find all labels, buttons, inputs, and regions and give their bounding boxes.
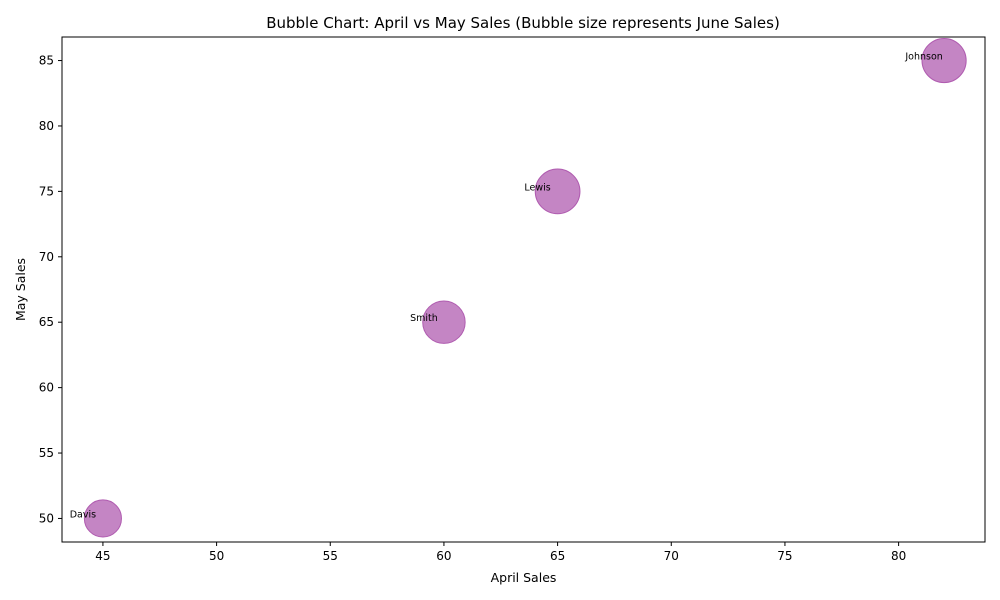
y-tick-label: 55 <box>39 446 54 460</box>
x-tick-label: 65 <box>550 549 565 563</box>
x-axis: 45 50 55 60 65 70 75 80 <box>95 542 906 563</box>
y-axis-label: May Sales <box>13 258 28 321</box>
y-axis: 50 55 60 65 70 75 80 85 <box>39 54 62 525</box>
bubble-label: Lewis <box>524 182 550 193</box>
plot-area <box>61 36 986 543</box>
bubble-label: Smith <box>410 313 438 324</box>
x-tick-label: 75 <box>777 549 792 563</box>
chart-title: Bubble Chart: April vs May Sales (Bubble… <box>266 14 780 32</box>
y-tick-label: 75 <box>39 184 54 198</box>
y-tick-label: 80 <box>39 119 54 133</box>
bubble <box>921 37 967 84</box>
bubble-label: Davis <box>70 509 96 520</box>
y-tick-label: 60 <box>39 381 54 395</box>
x-tick-label: 45 <box>95 549 110 563</box>
x-tick-label: 60 <box>436 549 451 563</box>
bubble <box>534 168 581 215</box>
bubble-series: Johnson Lewis Smith Davis <box>70 37 967 538</box>
bubble <box>83 499 122 538</box>
bubble <box>422 300 466 344</box>
x-tick-label: 70 <box>664 549 679 563</box>
x-tick-label: 55 <box>323 549 338 563</box>
y-tick-label: 50 <box>39 511 54 525</box>
y-tick-label: 70 <box>39 250 54 264</box>
x-tick-label: 50 <box>209 549 224 563</box>
x-tick-label: 80 <box>891 549 906 563</box>
y-tick-label: 85 <box>39 54 54 68</box>
y-tick-label: 65 <box>39 315 54 329</box>
bubble-label: Johnson <box>904 52 942 63</box>
x-axis-label: April Sales <box>491 570 557 585</box>
